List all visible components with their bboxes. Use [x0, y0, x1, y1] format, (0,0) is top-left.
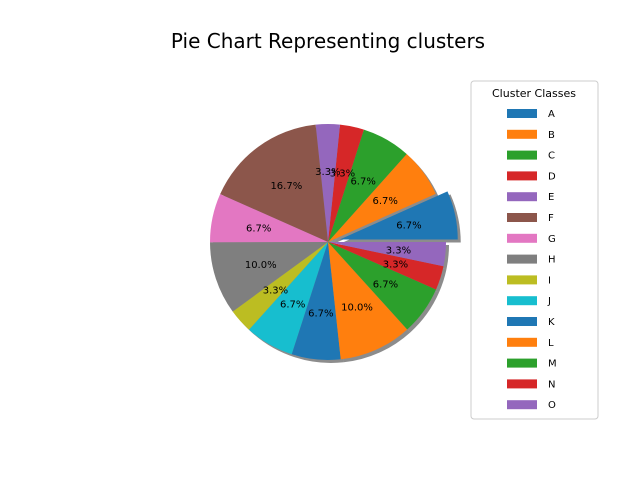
- pie-slice-l: [328, 242, 408, 360]
- legend-label-h: H: [548, 255, 556, 266]
- pie-slices: [210, 124, 458, 360]
- pie-slice-k: [291, 242, 341, 360]
- legend-swatch-c: [507, 150, 537, 160]
- legend-label-d: D: [548, 171, 556, 182]
- legend-swatch-e: [507, 192, 537, 202]
- percent-label-i: 3.3%: [263, 285, 288, 296]
- percent-label-b: 6.7%: [372, 196, 397, 207]
- pie-slice-g: [210, 194, 328, 243]
- legend-swatch-o: [507, 400, 537, 410]
- pie-slice-i: [232, 242, 328, 330]
- percent-label-o: 3.3%: [386, 245, 411, 256]
- legend-swatch-h: [507, 254, 537, 264]
- legend-swatch-f: [507, 213, 537, 222]
- pie-slice-o: [328, 242, 446, 267]
- percent-label-l: 10.0%: [341, 303, 373, 314]
- legend-swatch-l: [507, 337, 537, 347]
- pie-slice-h: [210, 242, 328, 312]
- legend-swatch-m: [507, 358, 537, 368]
- pie-slice-f: [220, 124, 328, 242]
- legend-swatch-n: [507, 379, 537, 389]
- percent-label-m: 6.7%: [373, 279, 398, 290]
- legend-label-j: J: [547, 296, 551, 307]
- legend-swatch-d: [507, 171, 537, 181]
- legend-frame: [470, 80, 599, 420]
- pie-slice-n: [328, 242, 444, 290]
- legend-label-n: N: [548, 379, 555, 390]
- pie-slice-c: [328, 129, 407, 242]
- legend-label-m: M: [548, 359, 557, 370]
- pie-slice-a: [339, 191, 458, 240]
- chart-title: Pie Chart Representing clusters: [171, 29, 485, 53]
- legend-label-g: G: [548, 234, 556, 245]
- legend-label-e: E: [548, 192, 554, 203]
- legend-label-l: L: [548, 338, 554, 349]
- pie-slice-d: [328, 124, 364, 242]
- legend-swatch-j: [507, 296, 537, 306]
- legend-label-o: O: [548, 400, 556, 411]
- pie-slice-b: [328, 154, 436, 242]
- percent-label-f: 16.7%: [270, 181, 302, 192]
- percent-label-k: 6.7%: [308, 308, 333, 319]
- percent-label-g: 6.7%: [246, 223, 271, 234]
- legend-label-c: C: [548, 151, 555, 162]
- legend-label-k: K: [548, 317, 555, 328]
- pie-percent-labels: 6.7%6.7%6.7%3.3%3.3%16.7%6.7%10.0%3.3%6.…: [245, 167, 422, 319]
- percent-label-a: 6.7%: [396, 221, 421, 232]
- legend-label-a: A: [548, 109, 555, 120]
- legend-label-f: F: [548, 213, 554, 224]
- legend-title: Cluster Classes: [492, 87, 576, 100]
- pie-slice-j: [249, 242, 328, 355]
- legend-swatch-i: [507, 275, 537, 285]
- legend-label-b: B: [548, 130, 555, 141]
- legend-swatch-a: [507, 109, 537, 118]
- percent-label-e: 3.3%: [315, 167, 340, 178]
- percent-label-c: 6.7%: [350, 177, 375, 188]
- legend-swatch-b: [507, 129, 537, 139]
- legend-swatch-k: [507, 317, 537, 326]
- legend-swatch-g: [507, 233, 537, 243]
- percent-label-n: 3.3%: [383, 260, 408, 271]
- percent-label-j: 6.7%: [280, 299, 305, 310]
- percent-label-d: 3.3%: [330, 169, 355, 180]
- legend-label-i: I: [548, 275, 551, 286]
- pie-slice-e: [315, 124, 341, 242]
- pie-slice-m: [328, 242, 437, 330]
- percent-label-h: 10.0%: [245, 260, 277, 271]
